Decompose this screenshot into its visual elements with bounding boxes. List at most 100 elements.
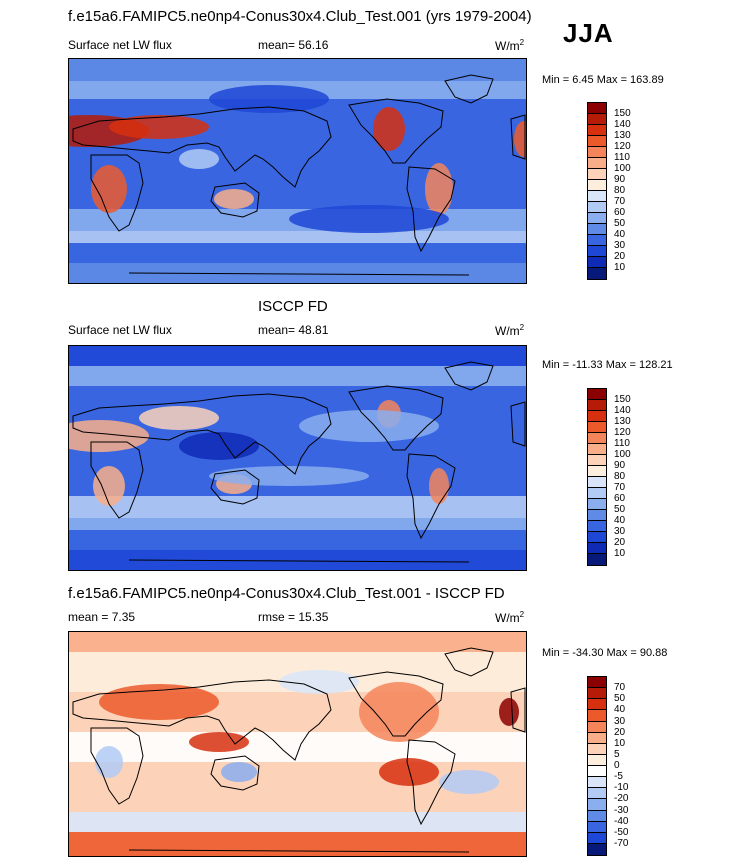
figure-title: f.e15a6.FAMIPC5.ne0np4-Conus30x4.Club_Te…	[68, 8, 532, 25]
coastline	[406, 739, 456, 826]
colorbar-tick-label: 50	[614, 693, 626, 705]
colorbar-swatch	[588, 411, 606, 422]
map-band	[69, 496, 526, 518]
map-band	[69, 550, 526, 570]
panel2-variable: Surface net LW flux	[68, 323, 172, 337]
colorbar-tick-label: 130	[614, 130, 631, 141]
coastline	[510, 687, 526, 733]
colorbar-tick-label: 70	[614, 196, 626, 207]
colorbar-tick-label: 150	[614, 108, 631, 119]
panel3-map	[68, 631, 527, 857]
colorbar-swatch	[588, 477, 606, 488]
colorbar-tick-label: -30	[614, 804, 629, 816]
colorbar-tick-label: 40	[614, 515, 626, 526]
colorbar-swatch	[588, 488, 606, 499]
colorbar-swatch	[588, 799, 606, 811]
coastline	[444, 74, 494, 104]
colorbar-tick-label: 70	[614, 482, 626, 493]
colorbar-tick-label: 10	[614, 548, 626, 559]
colorbar-tick-label: -20	[614, 793, 629, 805]
map-band	[69, 59, 526, 81]
coastline	[90, 441, 144, 519]
colorbar-swatch	[588, 677, 606, 689]
panel1-mean: mean= 56.16	[258, 38, 328, 52]
panel3-units-sup: 2	[519, 610, 525, 619]
map-field-blob	[99, 684, 219, 720]
panel3-mean-value: 7.35	[111, 610, 136, 624]
panel1-units: W/m2	[495, 38, 524, 53]
colorbar-tick-label: 60	[614, 207, 626, 218]
colorbar-tick-label: 140	[614, 405, 631, 416]
panel1-colorbar	[587, 102, 607, 280]
map-band	[69, 832, 526, 856]
season-label: JJA	[563, 18, 614, 48]
colorbar-swatch	[588, 433, 606, 444]
coastline	[90, 154, 144, 232]
colorbar-swatch	[588, 103, 606, 114]
colorbar-swatch	[588, 202, 606, 213]
map-band	[69, 732, 526, 762]
colorbar-swatch	[588, 246, 606, 257]
colorbar-tick-label: 30	[614, 240, 626, 251]
colorbar-tick-label: 30	[614, 715, 626, 727]
colorbar-swatch	[588, 754, 606, 766]
colorbar-swatch	[588, 821, 606, 833]
coastline	[72, 393, 332, 475]
panel2-colorbar	[587, 388, 607, 566]
panel1-variable: Surface net LW flux	[68, 38, 172, 52]
panel3-rmse-label: rmse =	[258, 610, 296, 624]
colorbar-swatch	[588, 554, 606, 565]
panel2-mean-label: mean=	[258, 323, 296, 337]
colorbar-tick-label: 40	[614, 229, 626, 240]
panel3-rmse-value: 15.35	[298, 610, 329, 624]
coastline	[444, 647, 494, 677]
panel1-map	[68, 58, 527, 284]
map-field-blob	[179, 149, 219, 169]
panel3-units: W/m2	[495, 610, 524, 625]
colorbar-tick-label: 20	[614, 537, 626, 548]
panel2-units: W/m2	[495, 323, 524, 338]
panel1-minmax: Min = 6.45 Max = 163.89	[542, 74, 664, 86]
colorbar-swatch	[588, 191, 606, 202]
colorbar-swatch	[588, 843, 606, 855]
map-field-blob	[299, 410, 439, 442]
panel3-title: f.e15a6.FAMIPC5.ne0np4-Conus30x4.Club_Te…	[68, 585, 505, 602]
map-field-blob	[221, 762, 257, 782]
map-field-blob	[439, 770, 499, 794]
panel2-minmax: Min = -11.33 Max = 128.21	[542, 359, 673, 371]
colorbar-swatch	[588, 832, 606, 844]
colorbar-tick-label: 110	[614, 152, 630, 163]
panel3-minmax: Min = -34.30 Max = 90.88	[542, 647, 668, 659]
map-band	[69, 231, 526, 243]
panel2-mean: mean= 48.81	[258, 323, 328, 337]
colorbar-swatch	[588, 455, 606, 466]
colorbar-tick-label: 100	[614, 163, 631, 174]
colorbar-tick-label: 10	[614, 262, 626, 273]
colorbar-swatch	[588, 180, 606, 191]
coastline	[444, 361, 494, 391]
map-field-blob	[425, 163, 453, 215]
colorbar-tick-label: 70	[614, 682, 626, 694]
colorbar-tick-label: 120	[614, 141, 631, 152]
panel2-title: ISCCP FD	[258, 298, 328, 315]
panel1-mean-label: mean=	[258, 38, 296, 52]
colorbar-tick-label: 80	[614, 471, 626, 482]
map-band	[69, 518, 526, 530]
colorbar-tick-label: 120	[614, 427, 631, 438]
map-field-blob	[373, 107, 405, 151]
coastline	[348, 98, 444, 164]
colorbar-tick-label: 30	[614, 526, 626, 537]
map-field-blob	[93, 466, 125, 506]
map-field-blob	[91, 165, 127, 213]
panel1-units-text: W/m	[495, 39, 520, 53]
colorbar-swatch	[588, 147, 606, 158]
colorbar-swatch	[588, 389, 606, 400]
map-field-blob	[139, 406, 219, 430]
map-field-blob	[214, 189, 254, 209]
coastline	[406, 166, 456, 253]
coastline	[210, 469, 260, 505]
colorbar-swatch	[588, 268, 606, 279]
colorbar-swatch	[588, 499, 606, 510]
map-field-blob	[289, 205, 449, 233]
colorbar-swatch	[588, 543, 606, 554]
